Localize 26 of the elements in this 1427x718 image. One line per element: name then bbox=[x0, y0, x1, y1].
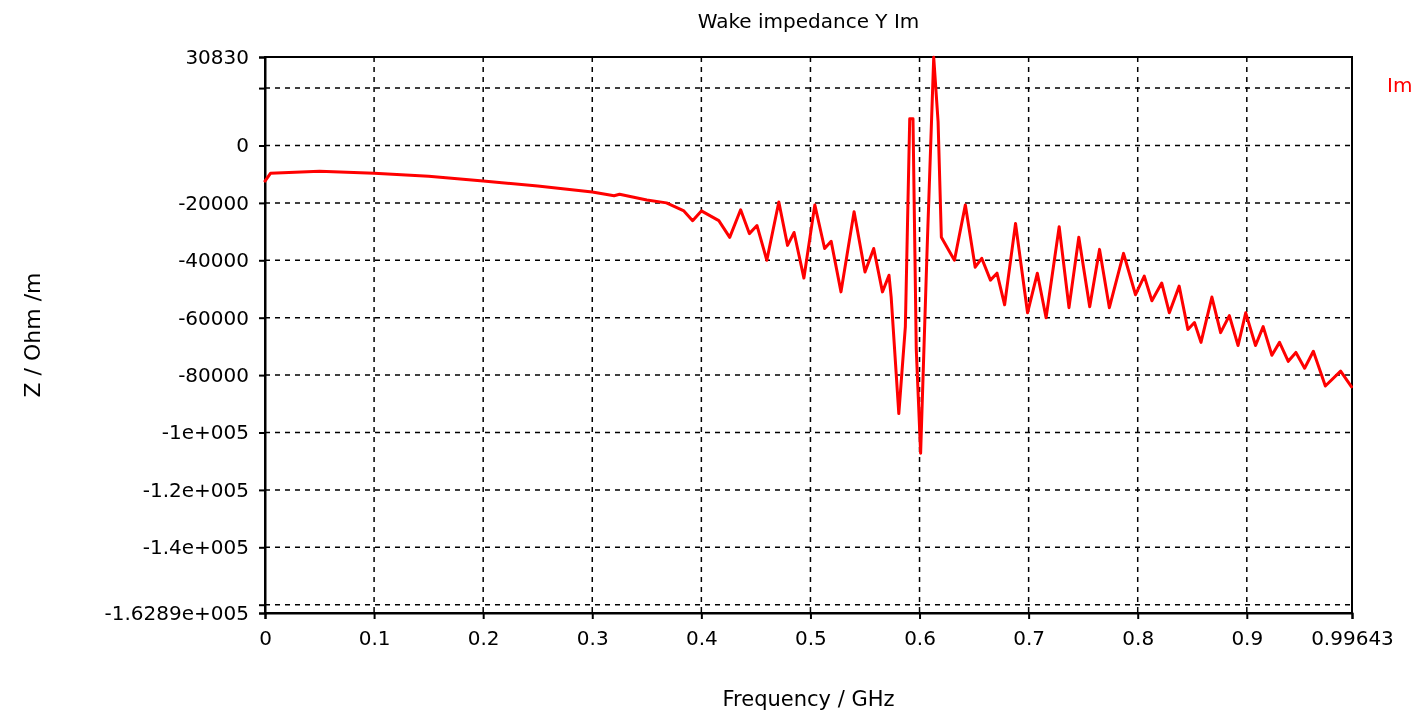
x-tick-label: 0.4 bbox=[685, 626, 718, 651]
y-tick-label: 0 bbox=[236, 133, 249, 158]
y-tick-label: -80000 bbox=[178, 363, 249, 387]
y-tick-label: -60000 bbox=[178, 305, 249, 330]
x-tick-label: 0.8 bbox=[1122, 626, 1155, 651]
x-tick-label: 0.99643 bbox=[1311, 626, 1394, 651]
y-tick-label: -40000 bbox=[178, 248, 249, 273]
y-tick-label: -1e+005 bbox=[161, 420, 249, 445]
x-tick-label: 0 bbox=[259, 626, 272, 651]
x-tick-label: 0.5 bbox=[795, 626, 827, 651]
y-tick-label: 30830 bbox=[185, 44, 249, 69]
y-tick-label: -1.4e+005 bbox=[142, 535, 249, 560]
y-axis-title: Z / Ohm /m bbox=[20, 272, 45, 398]
x-tick-label: 0.6 bbox=[904, 626, 936, 651]
text: Im bbox=[1387, 73, 1413, 97]
y-tick-label: -1.2e+005 bbox=[142, 477, 249, 502]
x-tick-label: 0.3 bbox=[576, 626, 609, 651]
chart-title: Wake impedance Y Im bbox=[697, 9, 920, 33]
x-tick-label: 0.9 bbox=[1231, 626, 1264, 651]
y-tick-label: -1.6289e+005 bbox=[104, 600, 249, 625]
x-tick-label: 0.1 bbox=[358, 626, 391, 651]
y-tick-label: -20000 bbox=[178, 190, 249, 215]
x-tick-label: 0.7 bbox=[1013, 626, 1046, 651]
x-axis-title: Frequency / GHz bbox=[722, 687, 895, 711]
x-tick-label: 0.2 bbox=[467, 626, 500, 651]
line-series bbox=[263, 55, 1354, 455]
